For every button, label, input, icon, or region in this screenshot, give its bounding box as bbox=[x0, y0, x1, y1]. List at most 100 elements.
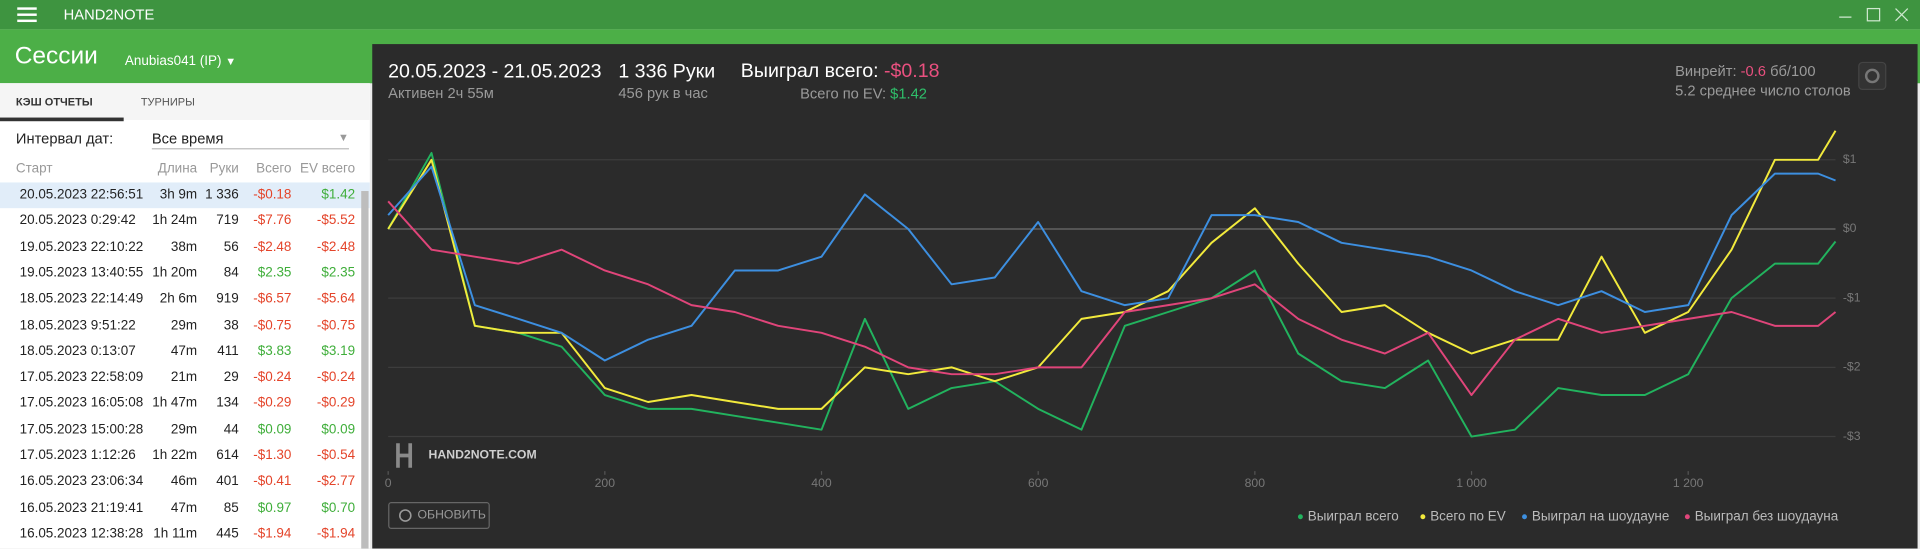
row[interactable]: 20.05.2023 22:56:51 3h 9m 1 336 -$0.18 $1.42 bbox=[0, 182, 370, 209]
row[interactable]: 18.05.2023 9:51:22 29m 38 -$0.75 -$0.75 bbox=[0, 313, 370, 339]
x-tick-label: 200 bbox=[595, 476, 616, 490]
won-label: Выиграл всего: bbox=[741, 60, 879, 82]
y-tick-label: -$1 bbox=[1843, 290, 1861, 304]
tab-indicator bbox=[0, 117, 124, 122]
y-tick-label: $0 bbox=[1843, 221, 1857, 235]
title-bar: HAND2NOTE bbox=[0, 0, 1920, 30]
cell: 16.05.2023 21:19:41 bbox=[19, 500, 144, 516]
cell: 719 bbox=[216, 213, 239, 229]
cell: -$0.41 bbox=[253, 474, 292, 489]
cell: $0.70 bbox=[321, 500, 356, 516]
column-header: Всего bbox=[256, 161, 292, 177]
y-tick-label: -$2 bbox=[1843, 360, 1861, 374]
tab[interactable]: ТУРНИРЫ bbox=[140, 95, 195, 108]
row[interactable]: 17.05.2023 22:58:09 21m 29 -$0.24 -$0.24 bbox=[0, 365, 370, 391]
cell: 19.05.2023 13:40:55 bbox=[19, 265, 144, 281]
cell: 134 bbox=[216, 395, 239, 411]
x-tick-label: 1 000 bbox=[1456, 476, 1487, 490]
x-tick-label: 600 bbox=[1028, 476, 1049, 490]
refresh-button[interactable]: ОБНОВИТЬ bbox=[388, 502, 490, 529]
cell: -$0.24 bbox=[316, 369, 356, 385]
page-title: Сессии bbox=[14, 42, 98, 70]
cell: -$7.76 bbox=[253, 213, 292, 229]
window-controls[interactable] bbox=[1837, 6, 1918, 23]
legend-swatch bbox=[1420, 514, 1426, 520]
cell: $0.97 bbox=[257, 500, 292, 516]
y-tick-label: $1 bbox=[1843, 152, 1857, 166]
row[interactable]: 17.05.2023 16:05:08 1h 47m 134 -$0.29 -$0.29 bbox=[0, 391, 370, 417]
cell: -$0.75 bbox=[316, 317, 356, 333]
cell: $3.19 bbox=[321, 343, 356, 359]
row[interactable]: 20.05.2023 0:29:42 1h 24m 719 -$7.76 -$5.52 bbox=[0, 209, 370, 235]
cell: 21m bbox=[170, 369, 198, 385]
cell: 20.05.2023 22:56:51 bbox=[19, 187, 144, 203]
legend-swatch bbox=[1522, 514, 1527, 520]
ev-value: $1.42 bbox=[890, 86, 927, 102]
legend-label: Выиграл всего bbox=[1308, 508, 1399, 523]
won-value: -$0.18 bbox=[884, 60, 940, 82]
cell: 17.05.2023 1:12:26 bbox=[19, 448, 136, 463]
row[interactable]: 16.05.2023 12:38:28 1h 11m 445 -$1.94 -$1.94 bbox=[0, 522, 370, 548]
cell: 919 bbox=[216, 291, 239, 307]
row[interactable]: 17.05.2023 15:00:28 29m 44 $0.09 $0.09 bbox=[0, 417, 370, 443]
settings-button[interactable] bbox=[1858, 61, 1887, 91]
series-line bbox=[387, 165, 1836, 362]
cell: 56 bbox=[223, 239, 239, 255]
scrollbar[interactable] bbox=[361, 191, 369, 549]
app-title: HAND2NOTE bbox=[63, 6, 155, 24]
chart-panel: 20.05.2023 - 21.05.2023 Активен 2ч 55м 1… bbox=[372, 44, 1918, 549]
ev-label: Всего по EV: bbox=[800, 86, 886, 102]
cell: 1h 20m bbox=[152, 265, 198, 281]
cell: 614 bbox=[216, 448, 239, 463]
row[interactable]: 16.05.2023 23:06:34 46m 401 -$0.41 -$2.77 bbox=[0, 469, 370, 495]
legend-label: Выиграл без шоудауна bbox=[1695, 508, 1839, 523]
cell: -$6.57 bbox=[253, 291, 292, 307]
x-tick-label: 1 200 bbox=[1673, 476, 1704, 490]
winrate-label: Винрейт: bbox=[1675, 64, 1736, 80]
row[interactable]: 18.05.2023 0:13:07 47m 411 $3.83 $3.19 bbox=[0, 339, 370, 365]
series-line bbox=[387, 151, 1837, 438]
row[interactable]: 16.05.2023 21:19:41 47m 85 $0.97 $0.70 bbox=[0, 495, 370, 521]
y-tick-label: -$3 bbox=[1843, 429, 1861, 443]
cell: 1h 24m bbox=[152, 213, 198, 229]
cell: -$5.64 bbox=[316, 291, 356, 307]
series-line bbox=[387, 200, 1837, 397]
row[interactable]: 19.05.2023 13:40:55 1h 20m 84 $2.35 $2.35 bbox=[0, 261, 370, 287]
row[interactable]: 19.05.2023 22:10:22 38m 56 -$2.48 -$2.48 bbox=[0, 235, 370, 261]
x-tick-label: 0 bbox=[385, 476, 392, 490]
row[interactable]: 18.05.2023 22:14:49 2h 6m 919 -$6.57 -$5.64 bbox=[0, 287, 370, 313]
winrate-unit: бб/100 bbox=[1770, 64, 1815, 80]
cell: 3h 9m bbox=[159, 187, 198, 203]
tab[interactable]: КЭШ ОТЧЕТЫ bbox=[15, 95, 93, 108]
x-tick-label: 400 bbox=[811, 476, 832, 490]
user-select[interactable]: Anubias041 (IP) ▼ bbox=[124, 53, 237, 69]
refresh-label: ОБНОВИТЬ bbox=[418, 508, 486, 522]
cell: 1h 11m bbox=[153, 526, 198, 542]
cell: $1.42 bbox=[321, 187, 356, 203]
cell: 1h 22m bbox=[152, 448, 198, 463]
cell: 18.05.2023 9:51:22 bbox=[19, 317, 136, 333]
filter-select[interactable]: Все время ▼ bbox=[151, 127, 349, 150]
row[interactable]: 17.05.2023 1:12:26 1h 22m 614 -$1.30 -$0.54 bbox=[0, 443, 370, 469]
column-header: Старт bbox=[15, 161, 53, 177]
cell: -$1.30 bbox=[253, 448, 292, 463]
cell: 1 336 bbox=[205, 187, 239, 203]
menu-icon[interactable] bbox=[17, 6, 39, 23]
cell: 20.05.2023 0:29:42 bbox=[19, 213, 136, 229]
user-name: Anubias041 (IP) bbox=[124, 53, 222, 69]
cell: 2h 6m bbox=[159, 291, 198, 307]
cell: $3.83 bbox=[257, 343, 292, 359]
cell: -$2.48 bbox=[253, 239, 292, 255]
x-tick-label: 800 bbox=[1245, 476, 1266, 490]
ev-total: Всего по EV: $1.42 bbox=[800, 86, 927, 102]
cell: 1h 47m bbox=[152, 395, 198, 411]
cell: -$0.54 bbox=[316, 448, 356, 463]
cell: -$1.94 bbox=[316, 526, 356, 542]
cell: 18.05.2023 0:13:07 bbox=[19, 343, 136, 359]
winrate-value: -0.6 bbox=[1741, 64, 1766, 80]
cell: -$2.48 bbox=[316, 239, 356, 255]
column-header: Руки bbox=[209, 161, 239, 177]
legend-swatch bbox=[1297, 514, 1303, 520]
tabs: КЭШ ОТЧЕТЫ ТУРНИРЫ bbox=[0, 83, 370, 122]
